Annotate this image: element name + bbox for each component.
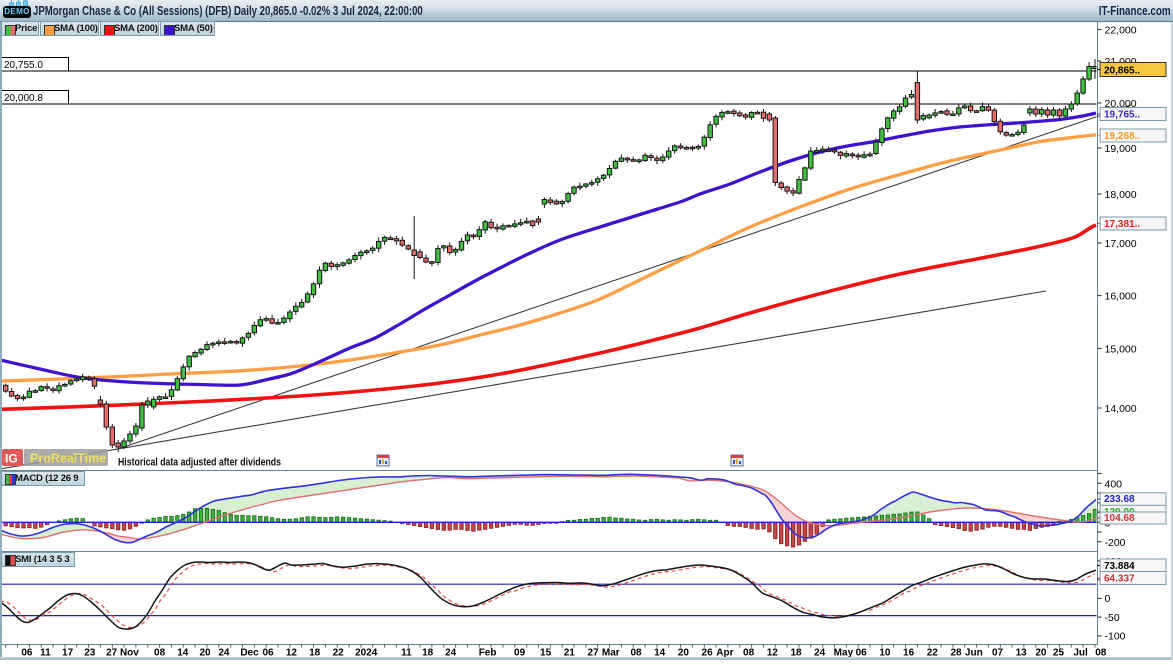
- svg-text:18,000: 18,000: [1105, 189, 1137, 201]
- svg-text:73.884: 73.884: [1104, 561, 1135, 572]
- svg-text:20: 20: [1035, 648, 1047, 659]
- svg-text:08: 08: [154, 648, 166, 659]
- svg-text:06: 06: [21, 648, 33, 659]
- svg-text:20,865..: 20,865..: [1104, 65, 1140, 76]
- svg-text:16,000: 16,000: [1105, 291, 1137, 303]
- svg-text:27: 27: [106, 648, 118, 659]
- svg-text:IG: IG: [5, 452, 18, 466]
- svg-text:23: 23: [84, 648, 96, 659]
- svg-text:24: 24: [814, 648, 826, 659]
- svg-text:-100: -100: [1105, 631, 1126, 643]
- svg-text:21: 21: [564, 648, 576, 659]
- svg-text:Feb: Feb: [479, 648, 497, 659]
- svg-text:17,381..: 17,381..: [1104, 219, 1140, 230]
- svg-text:11: 11: [401, 648, 412, 659]
- svg-text:22: 22: [927, 648, 939, 659]
- svg-text:400: 400: [1105, 478, 1123, 490]
- svg-text:20: 20: [199, 648, 211, 659]
- svg-text:28: 28: [950, 648, 962, 659]
- svg-text:Apr: Apr: [716, 648, 733, 659]
- svg-text:06: 06: [856, 648, 868, 659]
- svg-text:12: 12: [767, 648, 779, 659]
- svg-text:27: 27: [587, 648, 599, 659]
- svg-text:ProRealTime: ProRealTime: [30, 452, 106, 466]
- svg-text:Jun: Jun: [965, 648, 983, 659]
- svg-text:64.337: 64.337: [1104, 573, 1135, 584]
- svg-text:19,000: 19,000: [1105, 143, 1137, 155]
- svg-text:10: 10: [879, 648, 891, 659]
- svg-text:19,268..: 19,268..: [1104, 131, 1140, 142]
- svg-text:20: 20: [678, 648, 690, 659]
- svg-text:Mar: Mar: [602, 648, 620, 659]
- svg-text:Nov: Nov: [120, 648, 139, 659]
- svg-text:14: 14: [654, 648, 666, 659]
- svg-text:-200: -200: [1105, 537, 1126, 549]
- svg-text:22: 22: [333, 648, 345, 659]
- svg-text:104.68: 104.68: [1104, 513, 1135, 524]
- svg-text:24: 24: [445, 648, 457, 659]
- svg-text:06: 06: [262, 648, 274, 659]
- svg-text:20,000.8: 20,000.8: [4, 93, 43, 104]
- svg-text:08: 08: [1095, 648, 1107, 659]
- svg-text:18: 18: [309, 648, 321, 659]
- svg-text:22,000: 22,000: [1105, 25, 1137, 37]
- svg-text:13: 13: [1016, 648, 1028, 659]
- svg-text:07: 07: [992, 648, 1004, 659]
- svg-text:08: 08: [743, 648, 755, 659]
- svg-text:11: 11: [40, 648, 51, 659]
- svg-text:Jul: Jul: [1073, 648, 1088, 659]
- svg-text:17: 17: [62, 648, 74, 659]
- svg-text:18: 18: [790, 648, 802, 659]
- svg-text:16: 16: [903, 648, 915, 659]
- svg-text:18: 18: [422, 648, 434, 659]
- svg-text:15: 15: [540, 648, 552, 659]
- svg-text:0: 0: [1105, 593, 1111, 605]
- svg-text:26: 26: [702, 648, 714, 659]
- svg-text:Dec: Dec: [240, 648, 259, 659]
- svg-text:15,000: 15,000: [1105, 344, 1137, 356]
- svg-text:2024: 2024: [355, 648, 378, 659]
- svg-text:09: 09: [514, 648, 526, 659]
- svg-text:19,765..: 19,765..: [1104, 109, 1140, 120]
- svg-text:-50: -50: [1105, 612, 1120, 624]
- svg-text:20,755.0: 20,755.0: [4, 60, 43, 71]
- svg-text:17,000: 17,000: [1105, 238, 1137, 250]
- svg-text:Historical data adjusted after: Historical data adjusted after dividends: [118, 457, 281, 469]
- svg-text:233.68: 233.68: [1104, 494, 1135, 505]
- svg-text:24: 24: [218, 648, 230, 659]
- svg-text:08: 08: [630, 648, 642, 659]
- svg-text:14,000: 14,000: [1105, 403, 1137, 415]
- svg-text:12: 12: [286, 648, 298, 659]
- svg-text:May: May: [834, 648, 854, 659]
- svg-text:25: 25: [1053, 648, 1065, 659]
- svg-text:14: 14: [177, 648, 189, 659]
